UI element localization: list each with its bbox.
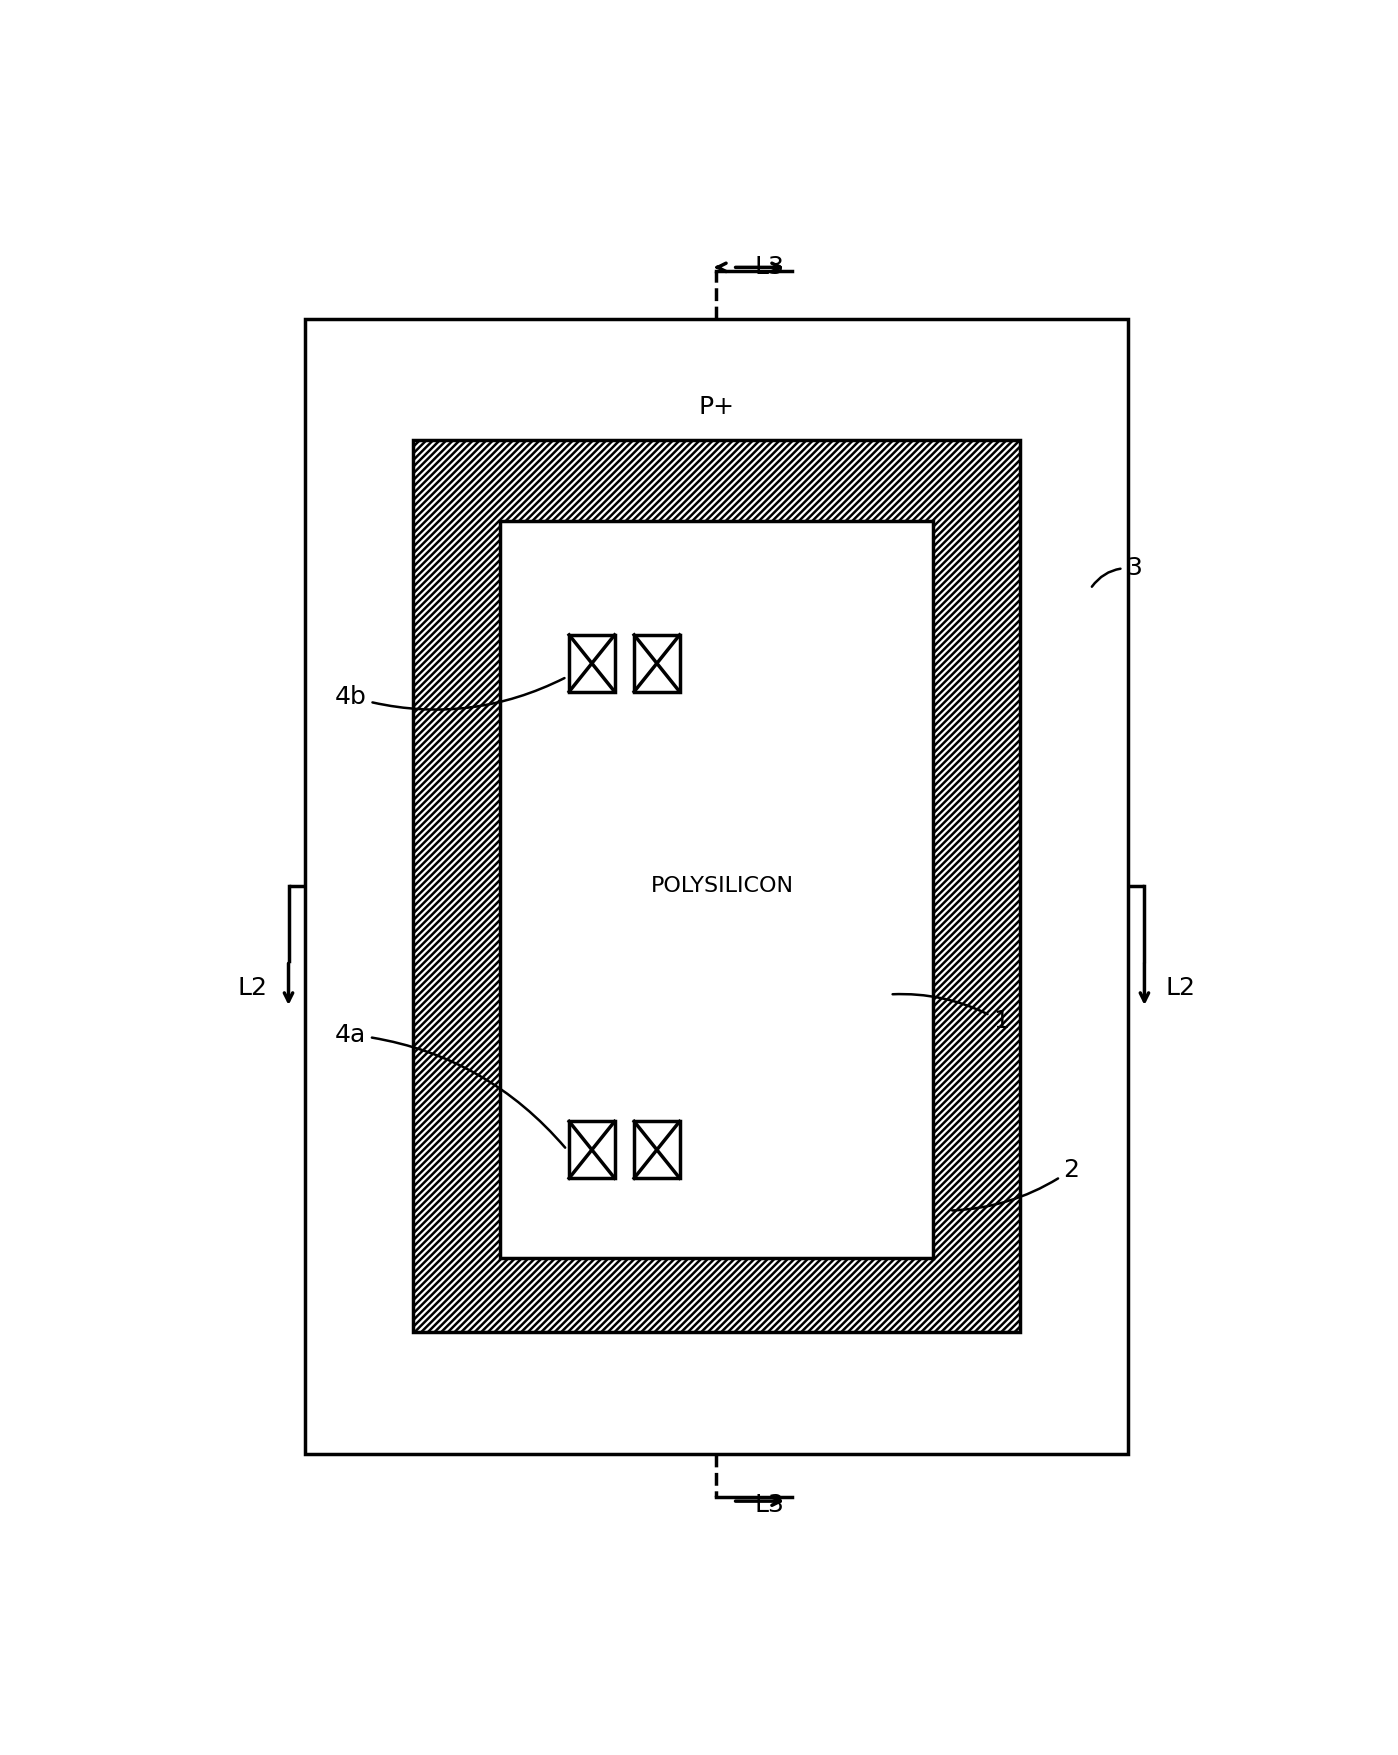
- Text: L3: L3: [755, 256, 784, 279]
- Bar: [635, 635, 679, 691]
- Text: 3: 3: [1092, 556, 1142, 586]
- Text: 4a: 4a: [336, 1023, 565, 1148]
- Text: L2: L2: [238, 976, 268, 1000]
- Text: L3: L3: [755, 1494, 784, 1516]
- Bar: [305, 319, 1128, 1453]
- Bar: [635, 1121, 679, 1178]
- Text: 4b: 4b: [336, 677, 565, 709]
- Bar: [569, 635, 615, 691]
- Text: L2: L2: [1165, 976, 1195, 1000]
- Text: P+: P+: [699, 395, 734, 418]
- Text: POLYSILICON: POLYSILICON: [650, 876, 794, 897]
- Bar: [569, 1121, 615, 1178]
- Bar: [414, 441, 1021, 1332]
- Text: 2: 2: [952, 1158, 1079, 1211]
- Bar: [500, 521, 934, 1258]
- Text: 1: 1: [892, 993, 1008, 1034]
